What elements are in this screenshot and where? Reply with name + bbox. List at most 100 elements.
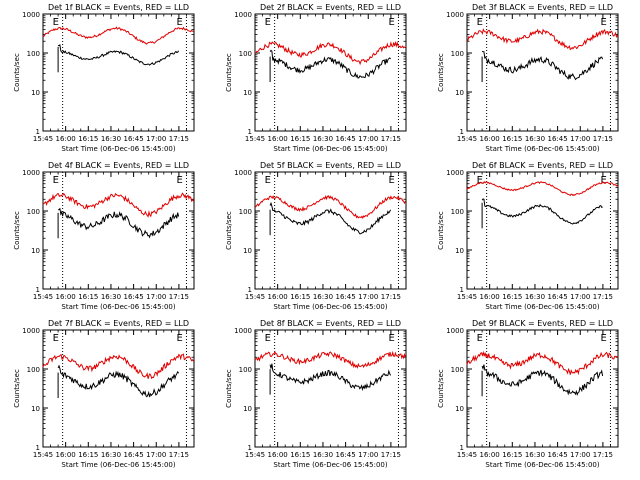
x-tick-label: 16:15 — [502, 451, 522, 459]
y-tick-label: 1000 — [22, 327, 40, 335]
marker-label: E — [53, 17, 59, 28]
y-tick-label: 10 — [243, 405, 252, 413]
marker-label: E — [176, 17, 182, 28]
x-tick-label: 17:00 — [358, 451, 378, 459]
y-tick-label: 1000 — [446, 327, 464, 335]
y-tick-label: 1 — [460, 286, 464, 294]
x-tick-label: 16:00 — [56, 451, 76, 459]
series-line-events — [481, 364, 604, 396]
y-axis-label: Counts/sec — [225, 53, 233, 92]
marker-label: E — [265, 17, 271, 28]
y-tick-label: 1000 — [22, 169, 40, 177]
series-line-lld — [42, 26, 194, 45]
y-tick-label: 100 — [239, 50, 252, 58]
y-tick-label: 100 — [451, 366, 464, 374]
y-tick-label: 100 — [27, 366, 40, 374]
y-axis-label: Counts/sec — [13, 53, 21, 92]
x-axis-label: Start Time (06-Dec-06 15:45:00) — [273, 461, 387, 469]
marker-label: E — [477, 175, 483, 186]
x-tick-label: 17:00 — [570, 451, 590, 459]
y-tick-label: 1000 — [446, 169, 464, 177]
series-line-lld — [466, 180, 618, 197]
x-tick-label: 15:45 — [245, 451, 265, 459]
y-tick-label: 1 — [248, 128, 252, 136]
y-tick-label: 1000 — [234, 327, 252, 335]
marker-label: E — [600, 333, 606, 344]
plot-frame — [466, 171, 619, 290]
marker-label: E — [53, 333, 59, 344]
y-tick-label: 1000 — [234, 11, 252, 19]
x-tick-label: 16:45 — [548, 293, 568, 301]
plot-frame — [42, 171, 195, 290]
series-line-events — [481, 50, 604, 81]
y-tick-label: 1 — [460, 444, 464, 452]
marker-label: E — [388, 333, 394, 344]
y-tick-label: 1 — [36, 286, 40, 294]
x-tick-label: 16:45 — [336, 293, 356, 301]
y-tick-label: 10 — [455, 247, 464, 255]
x-axis-label: Start Time (06-Dec-06 15:45:00) — [273, 145, 387, 153]
x-tick-label: 16:30 — [525, 135, 545, 143]
y-axis-label: Counts/sec — [437, 211, 445, 250]
y-tick-label: 1000 — [234, 169, 252, 177]
x-tick-label: 15:45 — [245, 293, 265, 301]
series-line-lld — [42, 192, 194, 218]
x-tick-label: 16:15 — [78, 135, 98, 143]
series-line-lld — [254, 194, 406, 220]
series-line-events — [269, 49, 391, 79]
y-tick-label: 1 — [248, 286, 252, 294]
marker-label: E — [265, 333, 271, 344]
x-tick-label: 15:45 — [33, 135, 53, 143]
chart-title: Det 3f BLACK = Events, RED = LLD — [472, 3, 613, 12]
x-tick-label: 16:30 — [313, 451, 333, 459]
y-tick-label: 1000 — [446, 11, 464, 19]
x-tick-label: 17:00 — [358, 135, 378, 143]
x-tick-label: 15:45 — [457, 451, 477, 459]
marker-label: E — [388, 175, 394, 186]
plot-frame — [254, 329, 407, 448]
y-tick-label: 100 — [239, 208, 252, 216]
x-tick-label: 16:45 — [336, 451, 356, 459]
marker-label: E — [53, 175, 59, 186]
x-tick-label: 15:45 — [33, 293, 53, 301]
series-line-events — [58, 207, 180, 239]
x-axis-label: Start Time (06-Dec-06 15:45:00) — [61, 461, 175, 469]
y-axis-label: Counts/sec — [13, 369, 21, 408]
x-tick-label: 16:45 — [548, 451, 568, 459]
x-axis-label: Start Time (06-Dec-06 15:45:00) — [485, 303, 599, 311]
marker-label: E — [265, 175, 271, 186]
y-tick-label: 10 — [243, 89, 252, 97]
x-tick-label: 16:00 — [268, 135, 288, 143]
x-tick-label: 16:15 — [290, 135, 310, 143]
series-line-lld — [42, 353, 194, 380]
x-tick-label: 15:45 — [33, 451, 53, 459]
x-tick-label: 17:15 — [381, 451, 401, 459]
x-tick-label: 16:15 — [502, 293, 522, 301]
series-line-events — [57, 364, 180, 398]
chart-title: Det 9f BLACK = Events, RED = LLD — [472, 319, 613, 328]
series-line-lld — [466, 28, 618, 51]
marker-label: E — [477, 333, 483, 344]
y-tick-label: 1 — [36, 128, 40, 136]
marker-label: E — [600, 17, 606, 28]
y-axis-label: Counts/sec — [13, 211, 21, 250]
x-tick-label: 17:00 — [146, 135, 166, 143]
x-tick-label: 17:15 — [593, 293, 613, 301]
plot-frame — [466, 329, 619, 448]
y-axis-label: Counts/sec — [225, 369, 233, 408]
marker-label: E — [388, 17, 394, 28]
y-tick-label: 10 — [31, 89, 40, 97]
series-line-lld — [254, 40, 406, 66]
series-line-events — [481, 198, 603, 225]
marker-label: E — [176, 333, 182, 344]
x-tick-label: 16:00 — [268, 451, 288, 459]
x-tick-label: 16:30 — [313, 293, 333, 301]
y-axis-label: Counts/sec — [437, 53, 445, 92]
x-tick-label: 16:15 — [78, 293, 98, 301]
x-tick-label: 16:30 — [525, 293, 545, 301]
x-tick-label: 17:00 — [570, 135, 590, 143]
marker-label: E — [176, 175, 182, 186]
x-tick-label: 17:15 — [169, 135, 189, 143]
x-tick-label: 17:00 — [146, 451, 166, 459]
